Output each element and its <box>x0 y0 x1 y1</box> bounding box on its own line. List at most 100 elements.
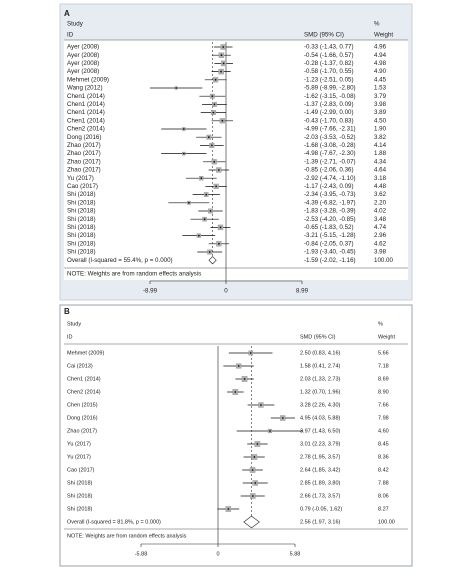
overall-weight-label: 100.00 <box>374 257 393 264</box>
x-tick-label: -8.99 <box>143 288 158 295</box>
overall-label: Overall (I-squared = 81.8%, p = 0.000) <box>67 519 161 525</box>
study-label: Yu (2017) <box>67 175 94 182</box>
study-label: Ayer (2008) <box>67 52 99 59</box>
x-tick-label: 0 <box>216 551 219 557</box>
ci-label: -1.17 (-2.43, 0.09) <box>304 183 354 190</box>
ci-label: -3.21 (-5.15, -1.28) <box>304 232 356 239</box>
estimate-point <box>203 218 206 221</box>
estimate-point <box>217 242 220 245</box>
weight-label: 8.42 <box>378 467 389 473</box>
ci-label: 2.50 (0.83, 4.16) <box>300 350 341 356</box>
ci-label: 3.28 (2.26, 4.30) <box>300 402 341 408</box>
weight-label: 7.18 <box>378 363 389 369</box>
ci-label: -2.53 (-4.20, -0.85) <box>304 216 356 223</box>
estimate-point <box>207 136 210 139</box>
weight-label: 4.45 <box>374 76 387 83</box>
weight-label: 7.66 <box>378 402 389 408</box>
ci-label: 3.01 (2.23, 3.79) <box>300 441 341 447</box>
study-label: Shi (2018) <box>67 224 96 231</box>
estimate-point <box>254 482 257 484</box>
weight-label: 4.60 <box>378 428 389 434</box>
panel-label: A <box>64 9 70 18</box>
estimate-point <box>182 152 185 155</box>
weight-label: 3.82 <box>374 134 387 141</box>
ci-label: -0.28 (-1.37, 0.82) <box>304 60 354 67</box>
estimate-point <box>208 251 211 253</box>
estimate-point <box>220 54 223 57</box>
weight-label: 4.14 <box>374 142 387 149</box>
overall-weight-label: 100.00 <box>378 519 395 525</box>
header-id: ID <box>67 334 73 340</box>
weight-label: 3.98 <box>374 101 387 108</box>
panel-a-plot-area <box>64 40 408 280</box>
study-label: Chen1 (2014) <box>67 101 105 108</box>
study-label: Chen1 (2014) <box>67 376 101 382</box>
weight-label: 5.66 <box>378 350 389 356</box>
study-label: Shi (2018) <box>67 493 93 499</box>
estimate-point <box>260 404 262 406</box>
study-label: Shi (2018) <box>67 232 96 239</box>
ci-label: -2.03 (-3.53, -0.52) <box>304 134 356 141</box>
study-label: Shi (2018) <box>67 506 93 512</box>
study-label: Zhao (2017) <box>67 158 101 165</box>
weight-label: 4.62 <box>374 240 387 247</box>
study-label: Yu (2017) <box>67 454 91 460</box>
ci-label: -0.54 (-1.66, 0.57) <box>304 52 354 59</box>
weight-label: 2.20 <box>374 199 387 206</box>
study-label: Yu (2017) <box>67 441 91 447</box>
header-weight: Weight <box>374 32 393 39</box>
estimate-point <box>175 87 178 89</box>
ci-label: -4.99 (-7.66, -2.31) <box>304 126 356 133</box>
overall-ci-label: 2.56 (1.97, 3.16) <box>300 519 341 525</box>
weight-label: 4.02 <box>374 208 387 215</box>
weight-label: 8.27 <box>378 506 389 512</box>
overall-diamond <box>208 256 217 265</box>
header-study: Study <box>67 321 81 327</box>
ci-label: 2.66 (1.73, 3.57) <box>300 493 341 499</box>
weight-label: 3.18 <box>374 175 387 182</box>
x-tick-label: 8.99 <box>296 288 309 295</box>
estimate-point <box>187 201 190 204</box>
estimate-point <box>243 378 246 380</box>
study-label: Ayer (2008) <box>67 60 99 67</box>
weight-label: 3.89 <box>374 109 387 116</box>
study-label: Chen1 (2014) <box>67 109 105 116</box>
weight-label: 4.48 <box>374 183 387 190</box>
ci-label: 4.95 (4.03, 5.88) <box>300 415 341 421</box>
weight-label: 3.48 <box>374 216 387 223</box>
study-label: Shi (2018) <box>67 240 96 247</box>
header-study: Study <box>67 21 84 28</box>
ci-label: -1.49 (-2.99, 0.00) <box>304 109 354 116</box>
ci-label: -0.58 (-1.70, 0.55) <box>304 68 354 75</box>
overall-diamond <box>243 515 260 529</box>
header-id: ID <box>67 32 74 39</box>
study-label: Mehmet (2009) <box>67 350 104 356</box>
note: NOTE: Weights are from random effects an… <box>67 533 187 539</box>
weight-label: 4.98 <box>374 60 387 67</box>
ci-label: -1.93 (-3.40, -0.45) <box>304 249 356 256</box>
estimate-point <box>251 469 254 471</box>
ci-label: -1.39 (-2.71, -0.07) <box>304 158 356 165</box>
header-estimate: SMD (95% CI) <box>304 32 344 39</box>
ci-label: -1.68 (-3.08, -0.28) <box>304 142 356 149</box>
ci-label: -0.33 (-1.43, 0.77) <box>304 44 354 51</box>
ci-label: 1.58 (0.41, 2.74) <box>300 363 341 369</box>
study-label: Zhao (2017) <box>67 167 101 174</box>
study-label: Chen1 (2014) <box>67 117 105 124</box>
estimate-point <box>222 62 225 65</box>
weight-label: 8.45 <box>378 441 389 447</box>
study-label: Shi (2018) <box>67 208 96 215</box>
study-label: Ayer (2008) <box>67 44 99 51</box>
ci-label: -0.43 (-1.70, 0.83) <box>304 117 354 124</box>
estimate-point <box>269 430 271 432</box>
ci-label: 1.32 (0.70, 1.96) <box>300 389 341 395</box>
estimate-point <box>215 185 218 188</box>
weight-label: 3.98 <box>374 249 387 256</box>
estimate-point <box>222 46 225 48</box>
ci-label: -0.84 (-2.05, 0.37) <box>304 240 354 247</box>
ci-label: -2.34 (-3.95, -0.73) <box>304 191 356 198</box>
study-label: Shi (2018) <box>67 199 96 206</box>
weight-label: 4.34 <box>374 158 387 165</box>
weight-label: 8.06 <box>378 493 389 499</box>
study-label: Chen1 (2014) <box>67 93 105 100</box>
